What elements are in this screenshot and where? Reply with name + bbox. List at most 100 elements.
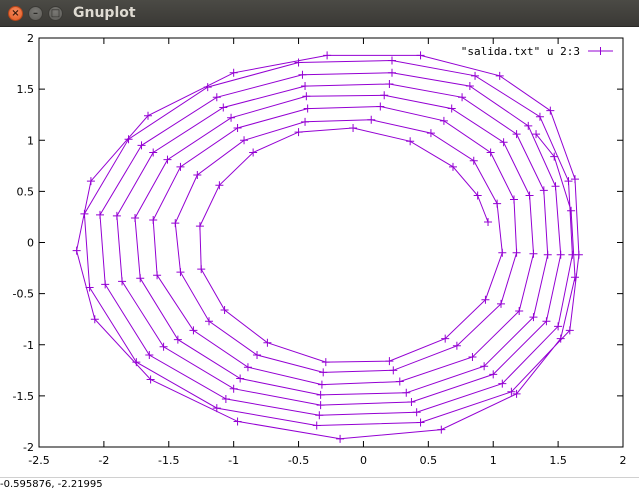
data-point bbox=[498, 379, 507, 388]
data-point bbox=[212, 93, 221, 102]
data-point bbox=[468, 353, 477, 362]
data-point bbox=[176, 268, 185, 277]
data-point bbox=[497, 299, 506, 308]
close-icon: × bbox=[11, 7, 20, 19]
data-point bbox=[317, 380, 326, 389]
x-tick-label: -1 bbox=[228, 454, 239, 467]
data-point bbox=[512, 248, 521, 257]
series-0 bbox=[72, 51, 583, 443]
data-point bbox=[512, 389, 521, 398]
data-point bbox=[319, 368, 328, 377]
data-point bbox=[173, 335, 182, 344]
data-point bbox=[416, 418, 425, 427]
data-point bbox=[498, 248, 507, 257]
data-point bbox=[316, 401, 325, 410]
data-point bbox=[565, 326, 574, 335]
data-point bbox=[153, 271, 162, 280]
x-tick-label: 2 bbox=[620, 454, 627, 467]
data-point bbox=[301, 117, 310, 126]
data-point bbox=[554, 322, 563, 331]
data-point bbox=[212, 404, 221, 413]
data-point bbox=[227, 113, 236, 122]
data-point bbox=[499, 138, 508, 147]
data-point bbox=[367, 115, 376, 124]
data-point bbox=[546, 106, 555, 115]
data-point bbox=[448, 162, 457, 171]
data-point bbox=[315, 411, 324, 420]
close-button[interactable]: × bbox=[8, 6, 23, 21]
x-tick-label: -2 bbox=[98, 454, 109, 467]
data-point bbox=[132, 358, 141, 367]
data-point bbox=[542, 317, 551, 326]
data-point bbox=[86, 177, 95, 186]
data-point bbox=[556, 334, 565, 343]
data-point bbox=[240, 136, 249, 145]
data-point bbox=[556, 250, 565, 259]
data-point bbox=[298, 70, 307, 79]
coordinate-readout: -0.595876, -2.21995 bbox=[0, 479, 103, 490]
data-point bbox=[525, 191, 534, 200]
data-point bbox=[495, 71, 504, 80]
data-point bbox=[458, 93, 467, 102]
data-point bbox=[509, 195, 518, 204]
window-title: Gnuplot bbox=[73, 5, 136, 21]
series-line bbox=[76, 54, 580, 440]
data-point bbox=[136, 274, 145, 283]
y-tick-label: -1.5 bbox=[13, 390, 34, 403]
plot-canvas[interactable]: -2.5 -2 -1.5 -1 -0.5 0 0.5 1 1.5 2 -2 -1.5 -1 -0.5 0 0.… bbox=[0, 27, 639, 477]
data-point bbox=[163, 155, 172, 164]
data-point bbox=[481, 295, 490, 304]
x-tick-label: -1.5 bbox=[158, 454, 179, 467]
data-point bbox=[312, 421, 321, 430]
data-point bbox=[95, 210, 104, 219]
data-point bbox=[145, 350, 154, 359]
data-point bbox=[416, 51, 425, 60]
data-point bbox=[336, 434, 345, 443]
plot-svg[interactable]: -2.5 -2 -1.5 -1 -0.5 0 0.5 1 1.5 2-2-1.5-1-0.500.… bbox=[0, 27, 639, 477]
data-point bbox=[385, 80, 394, 89]
data-point bbox=[159, 342, 168, 351]
data-point bbox=[229, 384, 238, 393]
data-point bbox=[484, 218, 493, 227]
minimize-button[interactable]: – bbox=[28, 6, 43, 21]
data-series bbox=[72, 51, 583, 443]
y-tick-label: 2 bbox=[27, 32, 34, 45]
data-point bbox=[294, 58, 303, 67]
data-point bbox=[407, 398, 416, 407]
data-point bbox=[149, 148, 158, 157]
data-point bbox=[80, 209, 89, 218]
data-point bbox=[72, 246, 81, 255]
data-point bbox=[203, 83, 212, 92]
data-point bbox=[229, 68, 238, 77]
data-point bbox=[189, 326, 198, 335]
data-point bbox=[574, 250, 583, 259]
data-point bbox=[253, 350, 262, 359]
data-point bbox=[220, 305, 229, 314]
data-point bbox=[412, 408, 421, 417]
data-point bbox=[380, 91, 389, 100]
data-point bbox=[426, 129, 435, 138]
data-point bbox=[85, 283, 94, 292]
data-point bbox=[524, 121, 533, 130]
data-point bbox=[512, 130, 521, 139]
x-tick-label: -0.5 bbox=[288, 454, 309, 467]
data-point bbox=[570, 273, 579, 282]
data-point bbox=[149, 216, 158, 225]
data-point bbox=[215, 181, 224, 190]
data-point bbox=[118, 277, 127, 286]
maximize-button[interactable]: □ bbox=[48, 6, 63, 21]
title-bar[interactable]: × – □ Gnuplot bbox=[0, 0, 639, 27]
data-point bbox=[137, 141, 146, 150]
axis-ticks: -2.5 -2 -1.5 -1 -0.5 0 0.5 1 1.5 2-2-1.5-1-0.500.… bbox=[13, 32, 627, 467]
data-point bbox=[349, 123, 358, 132]
data-point bbox=[249, 148, 258, 157]
data-point bbox=[535, 112, 544, 121]
data-point bbox=[195, 222, 204, 231]
data-point bbox=[471, 71, 480, 80]
data-point bbox=[493, 199, 502, 208]
data-point bbox=[171, 219, 180, 228]
data-point bbox=[473, 191, 482, 200]
data-point bbox=[515, 307, 524, 316]
data-point bbox=[124, 135, 133, 144]
data-point bbox=[387, 56, 396, 65]
